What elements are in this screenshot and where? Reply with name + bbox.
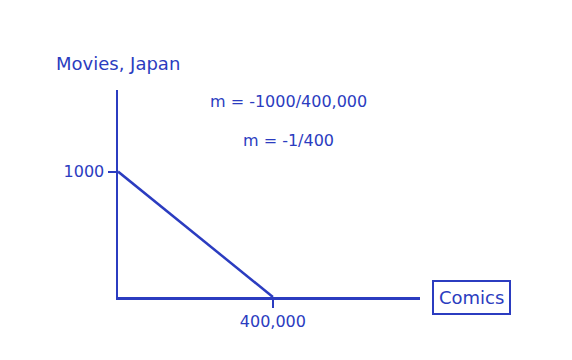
svg-text:1000: 1000 [64, 162, 105, 181]
svg-text:400,000: 400,000 [240, 312, 306, 331]
svg-text:Movies, Japan: Movies, Japan [56, 53, 180, 74]
svg-text:Comics: Comics [439, 287, 504, 308]
svg-text:m = -1000/400,000: m = -1000/400,000 [210, 92, 367, 111]
svg-text:m = -1/400: m = -1/400 [243, 131, 334, 150]
